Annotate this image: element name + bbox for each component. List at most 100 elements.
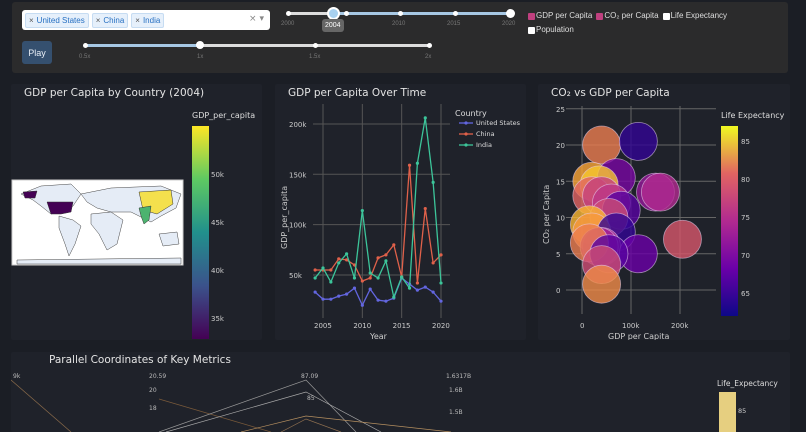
data-point — [368, 287, 372, 291]
data-point — [415, 161, 419, 165]
chart-title: GDP per Capita by Country (2004) — [24, 87, 205, 99]
data-point — [360, 279, 364, 283]
data-point — [360, 303, 364, 307]
axis-tick: 18 — [149, 405, 157, 412]
colorbar-tick: 40k — [211, 267, 225, 275]
data-point — [384, 299, 388, 303]
series-line — [315, 165, 442, 284]
remove-icon[interactable]: × — [95, 15, 101, 25]
data-point — [345, 252, 349, 256]
y-tick-label: 150k — [289, 171, 307, 179]
checkbox-co2[interactable]: CO₂ per Capita — [596, 11, 659, 21]
remove-icon[interactable]: × — [135, 15, 140, 25]
data-point — [415, 281, 419, 285]
checkbox-icon[interactable] — [528, 26, 535, 34]
colorbar-title: Life Expectancy — [721, 111, 785, 120]
data-point — [423, 116, 427, 120]
country-tag[interactable]: × United States — [25, 12, 89, 28]
data-point — [337, 294, 341, 298]
checkbox-checked-icon[interactable] — [528, 12, 535, 20]
data-point — [439, 253, 443, 257]
data-point — [407, 163, 412, 167]
x-tick-label: 2020 — [432, 322, 450, 330]
y-tick-label: 10 — [556, 215, 565, 223]
y-tick-label: 5 — [556, 251, 560, 259]
axis-tick: 1.6B — [449, 387, 463, 394]
chevron-down-icon[interactable]: ▾ — [259, 14, 264, 24]
checkbox-icon[interactable] — [662, 12, 670, 20]
bubble — [641, 172, 680, 212]
data-point — [376, 256, 380, 260]
legend-marker — [464, 121, 468, 125]
data-point — [360, 208, 364, 213]
x-tick-label: 200k — [671, 322, 689, 330]
x-tick-label: 2005 — [314, 322, 332, 330]
data-point — [376, 276, 380, 280]
checkbox-population[interactable]: Population — [528, 25, 574, 35]
data-point — [329, 280, 333, 284]
line-chart[interactable]: Country United States China India Year G… — [275, 84, 526, 340]
data-point — [368, 276, 372, 280]
chart-title: CO₂ vs GDP per Capita — [551, 87, 670, 99]
data-point — [423, 206, 427, 211]
country-tag[interactable]: × India — [131, 12, 165, 28]
axis-tick: 1.5B — [449, 409, 463, 416]
remove-icon[interactable]: × — [29, 15, 34, 25]
data-point — [431, 290, 435, 294]
country-multiselect[interactable]: × United States × China × India × ▾ — [22, 10, 270, 30]
speed-slider-handle[interactable] — [196, 41, 204, 49]
axis-range-label: 87.09 — [301, 373, 318, 380]
y-axis-label: CO₂ per Capita — [542, 185, 551, 244]
scatter-panel: CO₂ vs GDP per Capita Life Expectancy GD… — [538, 84, 790, 340]
checkbox-gdp[interactable]: GDP per Capita — [528, 11, 592, 21]
bubble — [582, 264, 621, 304]
data-point — [423, 285, 427, 289]
parallel-lines — [11, 379, 452, 432]
africa — [90, 211, 124, 251]
axis-tick: 20 — [149, 387, 157, 394]
data-point — [376, 298, 380, 302]
data-point — [345, 258, 349, 262]
data-point — [439, 299, 443, 303]
year-tooltip: 2004 — [322, 19, 344, 32]
y-tick-label: 100k — [289, 222, 307, 230]
y-tick-label: 50k — [289, 272, 303, 280]
country-tag[interactable]: × China — [91, 12, 129, 28]
data-point — [384, 253, 388, 257]
map-panel: GDP per Capita by Country (2004) GDP_per… — [11, 84, 262, 340]
colorbar-tick: 35k — [211, 315, 225, 323]
choropleth-map[interactable]: GDP_per_capita 50k 45k 40k 35k — [11, 84, 262, 340]
data-point — [407, 286, 412, 290]
data-point — [431, 180, 435, 184]
axis-range-label: 20.59 — [149, 373, 166, 380]
chart-title: Parallel Coordinates of Key Metrics — [49, 354, 231, 366]
checkbox-life-expectancy[interactable]: Life Expectancy — [662, 11, 727, 21]
clear-icon[interactable]: × — [249, 14, 257, 24]
data-point — [313, 276, 317, 280]
bubble-chart[interactable]: Life Expectancy GDP per Capita CO₂ per C… — [538, 84, 790, 340]
south-america — [58, 215, 82, 257]
checkbox-checked-icon[interactable] — [596, 12, 604, 20]
colorbar-title: GDP_per_capita — [192, 111, 255, 120]
legend-label: India — [476, 141, 492, 149]
x-tick-label: 2015 — [393, 322, 411, 330]
data-point — [384, 259, 388, 263]
y-tick-label: 20 — [556, 142, 565, 150]
data-point — [313, 290, 317, 294]
x-axis-label: GDP per Capita — [608, 332, 669, 340]
data-point — [392, 295, 396, 299]
play-button[interactable]: Play — [22, 41, 52, 64]
y-tick-label: 0 — [556, 287, 560, 295]
colorbar-tick: 45k — [211, 219, 225, 227]
parallel-coordinates[interactable]: 9k 20.59 87.09 1.6317B 20 18 85 1.6B 1.5… — [11, 352, 790, 432]
axis-range-label: 1.6317B — [446, 373, 471, 380]
series-line — [314, 117, 442, 300]
colorbar-tick: 85 — [741, 138, 750, 146]
data-point — [321, 266, 325, 270]
year-slider-end-handle[interactable] — [506, 9, 515, 18]
data-point — [352, 276, 357, 280]
chart-title: GDP per Capita Over Time — [288, 87, 427, 99]
data-point — [431, 261, 435, 265]
y-tick-label: 200k — [289, 121, 307, 129]
data-point — [321, 297, 325, 301]
